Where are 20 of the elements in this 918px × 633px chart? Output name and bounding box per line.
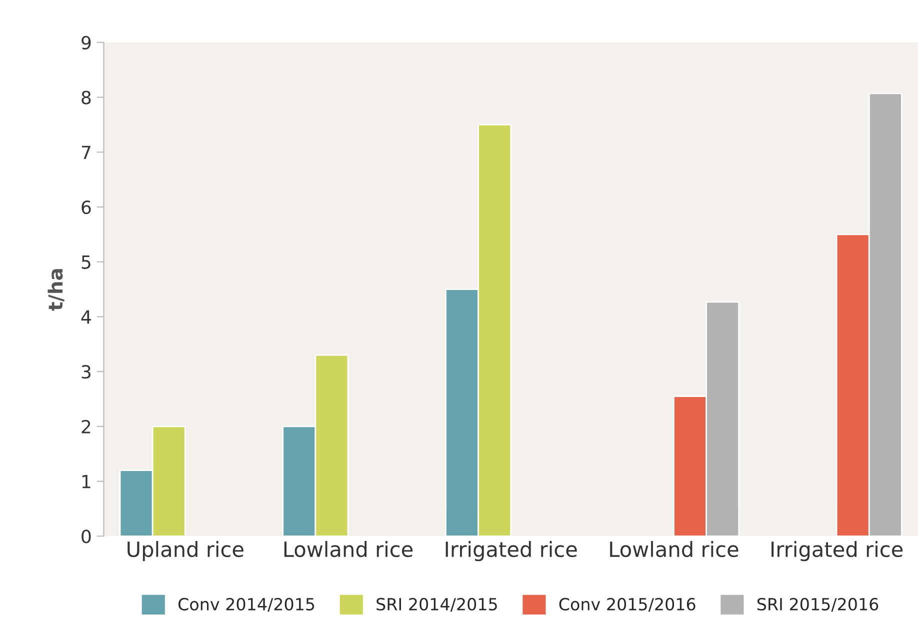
x-tick-label: Irrigated rice (772, 541, 903, 562)
y-tick-label: 9 (82, 36, 91, 50)
x-tick-label: Upland rice (128, 541, 244, 562)
y-tick-label: 3 (82, 365, 90, 379)
y-tick-label: 7 (82, 146, 90, 159)
y-tick-label: 5 (82, 256, 90, 269)
x-tick-label: Lowland rice (610, 541, 738, 558)
x-tick-label: Irrigated rice (446, 541, 577, 562)
y-tick-label: 4 (81, 310, 91, 324)
y-tick-label: 8 (82, 90, 91, 104)
legend-label: Conv 2014/2015 (178, 598, 314, 612)
legend-label: SRI 2015/2016 (757, 598, 878, 612)
y-tick-label: 6 (82, 200, 91, 214)
y-axis-title: t/ha (48, 269, 64, 311)
legend-label: SRI 2014/2015 (376, 598, 497, 612)
y-tick-label: 2 (82, 420, 90, 434)
x-tick-label: Lowland rice (284, 541, 413, 558)
y-tick-label: 1 (82, 474, 90, 488)
y-tick-label: 0 (82, 530, 91, 544)
legend-label: Conv 2015/2016 (559, 598, 696, 612)
